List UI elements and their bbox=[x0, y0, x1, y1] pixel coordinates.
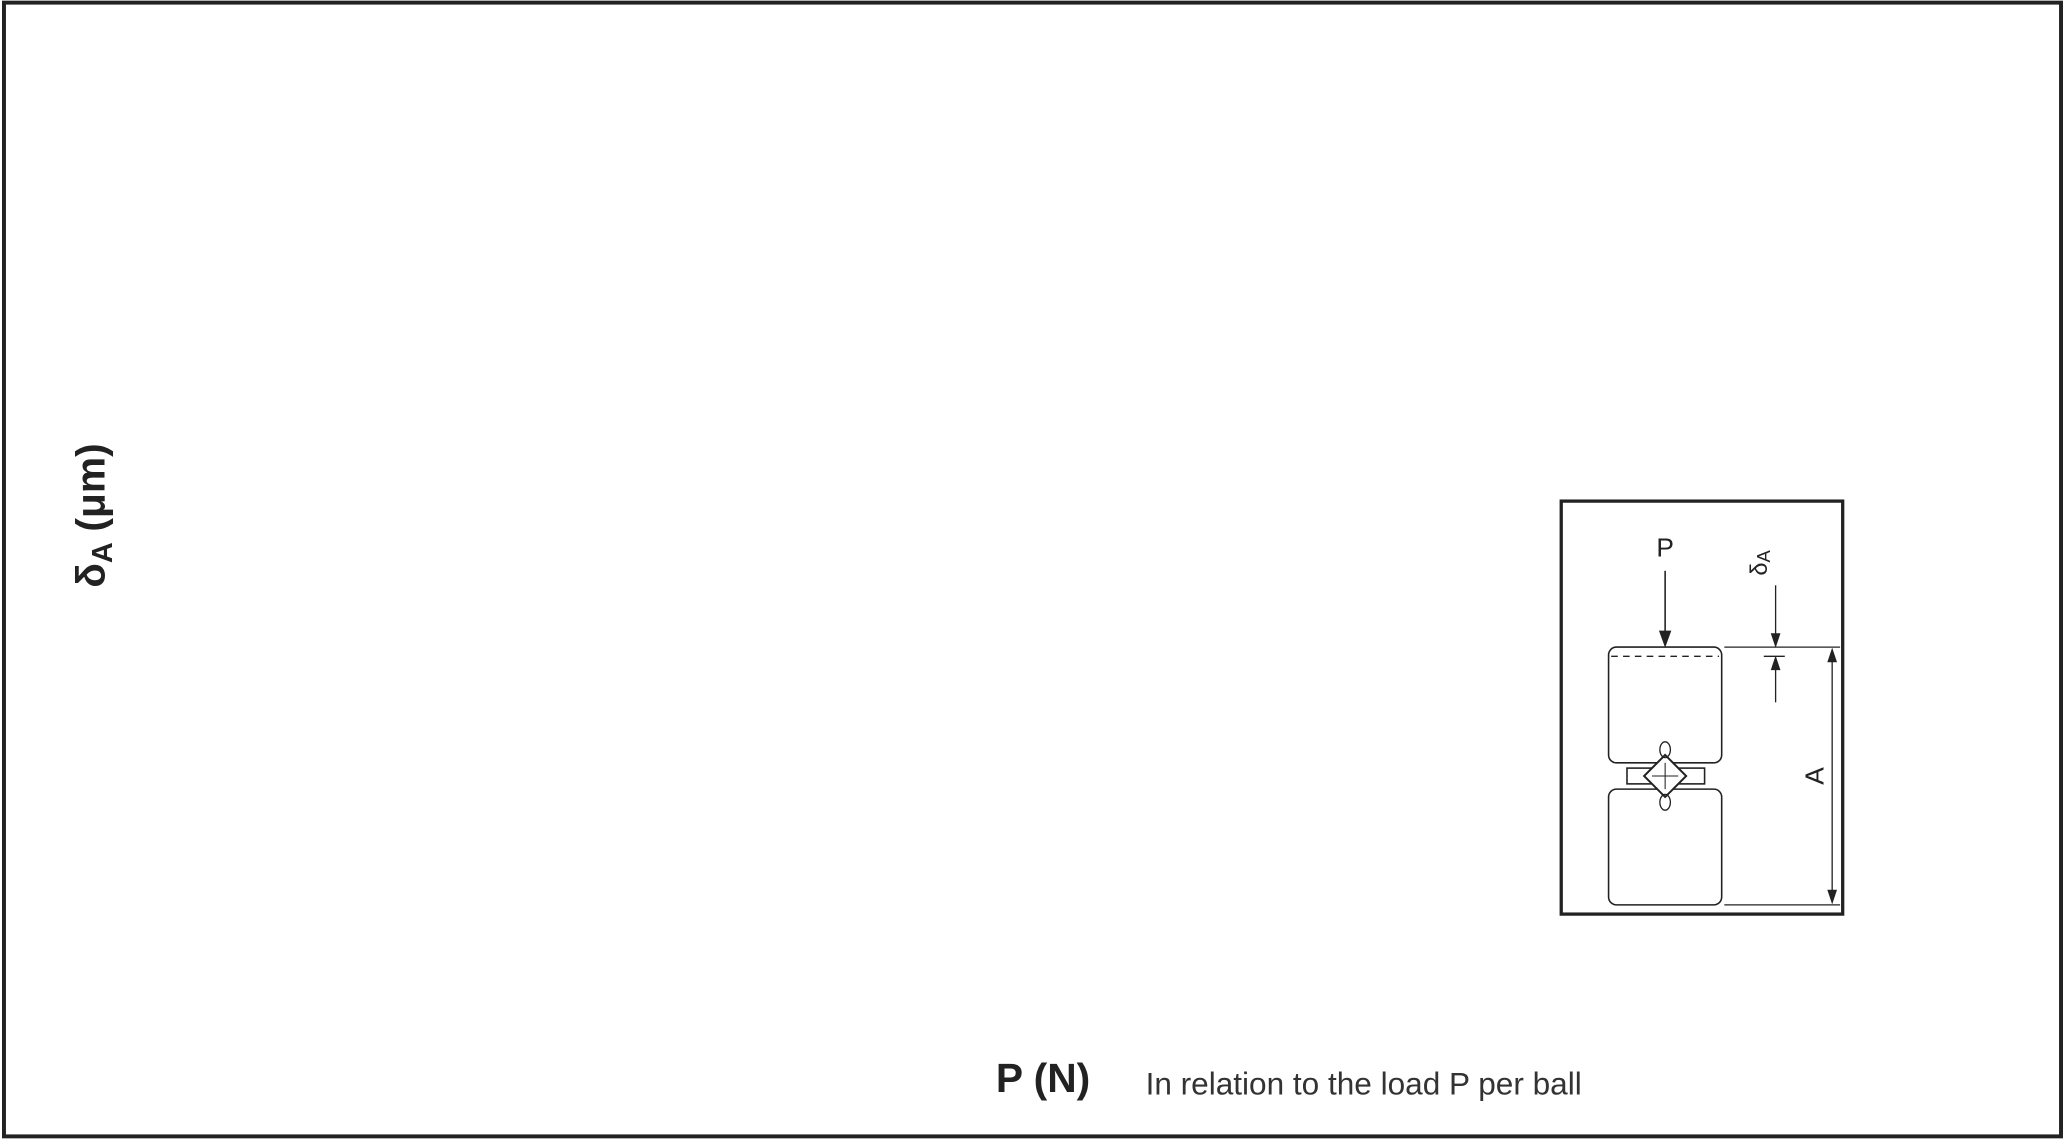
inset-deflection-label: δA bbox=[1747, 549, 1774, 575]
arrow-head bbox=[1770, 633, 1781, 648]
arrow-head bbox=[1827, 889, 1838, 905]
arrow-head bbox=[1827, 647, 1838, 663]
inset-height-label: A bbox=[1799, 767, 1829, 785]
note: In relation to the load P per ball bbox=[1146, 1066, 1582, 1102]
inset-load-label: P bbox=[1656, 533, 1674, 563]
arrow-head bbox=[1658, 630, 1672, 648]
y-axis-subscript: A bbox=[87, 542, 119, 563]
y-axis-symbol: δ bbox=[67, 563, 113, 588]
ball-bottom bbox=[1659, 793, 1672, 811]
ball-top bbox=[1659, 741, 1672, 759]
inset-frame bbox=[1559, 499, 1845, 916]
arrow-head bbox=[1770, 655, 1781, 671]
inset-deflection-symbol: δ bbox=[1747, 562, 1773, 575]
y-axis-unit: (μm) bbox=[67, 443, 113, 531]
y-axis-title: δA (μm) bbox=[67, 443, 118, 587]
x-axis-title: P (N) bbox=[996, 1055, 1090, 1101]
inset-deflection-subscript: A bbox=[1753, 549, 1774, 562]
inset bbox=[1559, 499, 1845, 916]
